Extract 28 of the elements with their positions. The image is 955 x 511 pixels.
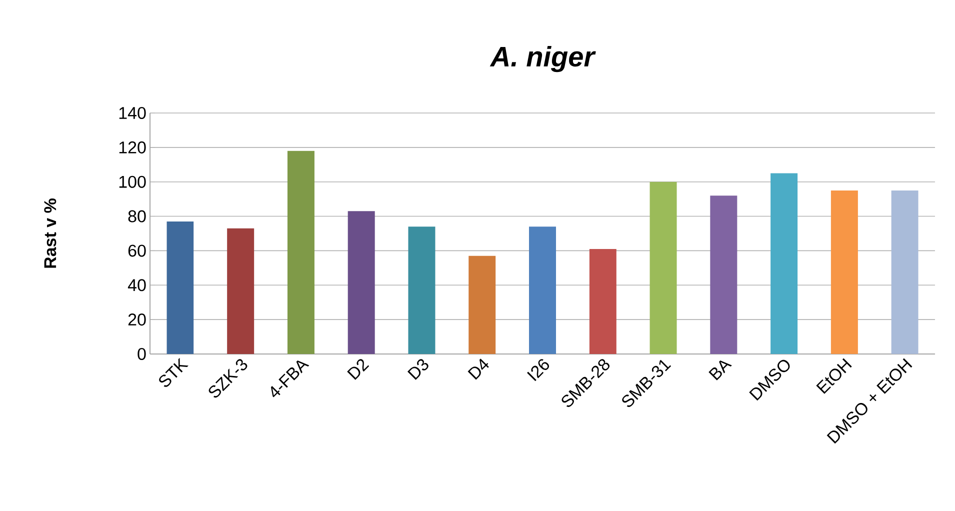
y-axis-title: Rast v % — [44, 198, 56, 268]
bar — [408, 226, 436, 354]
y-tick-label: 0 — [138, 348, 146, 360]
x-tick-label: I26 — [527, 359, 550, 382]
bar — [830, 190, 858, 354]
bar — [348, 211, 375, 354]
bar — [166, 221, 194, 354]
bar — [227, 228, 254, 354]
x-tick-label: D3 — [407, 359, 428, 380]
bar — [529, 226, 556, 354]
bar — [770, 173, 798, 354]
y-tick-label: 40 — [128, 279, 146, 292]
y-tick-label: 60 — [128, 244, 146, 257]
bar — [891, 190, 918, 354]
x-tick-label: D2 — [347, 359, 370, 380]
y-tick-label: 20 — [128, 314, 146, 326]
y-tick-label: 100 — [119, 176, 146, 188]
x-tick-label: BA — [708, 360, 732, 380]
bar — [650, 182, 677, 354]
x-tick-label: D4 — [468, 358, 489, 380]
chart-title: A. niger — [490, 46, 596, 72]
bar — [468, 256, 496, 354]
bar — [710, 196, 738, 354]
y-tick-label: 140 — [119, 106, 146, 120]
bar — [287, 150, 314, 354]
bar — [589, 248, 616, 354]
y-tick-label: 120 — [119, 141, 146, 154]
y-tick-label: 80 — [128, 210, 146, 222]
